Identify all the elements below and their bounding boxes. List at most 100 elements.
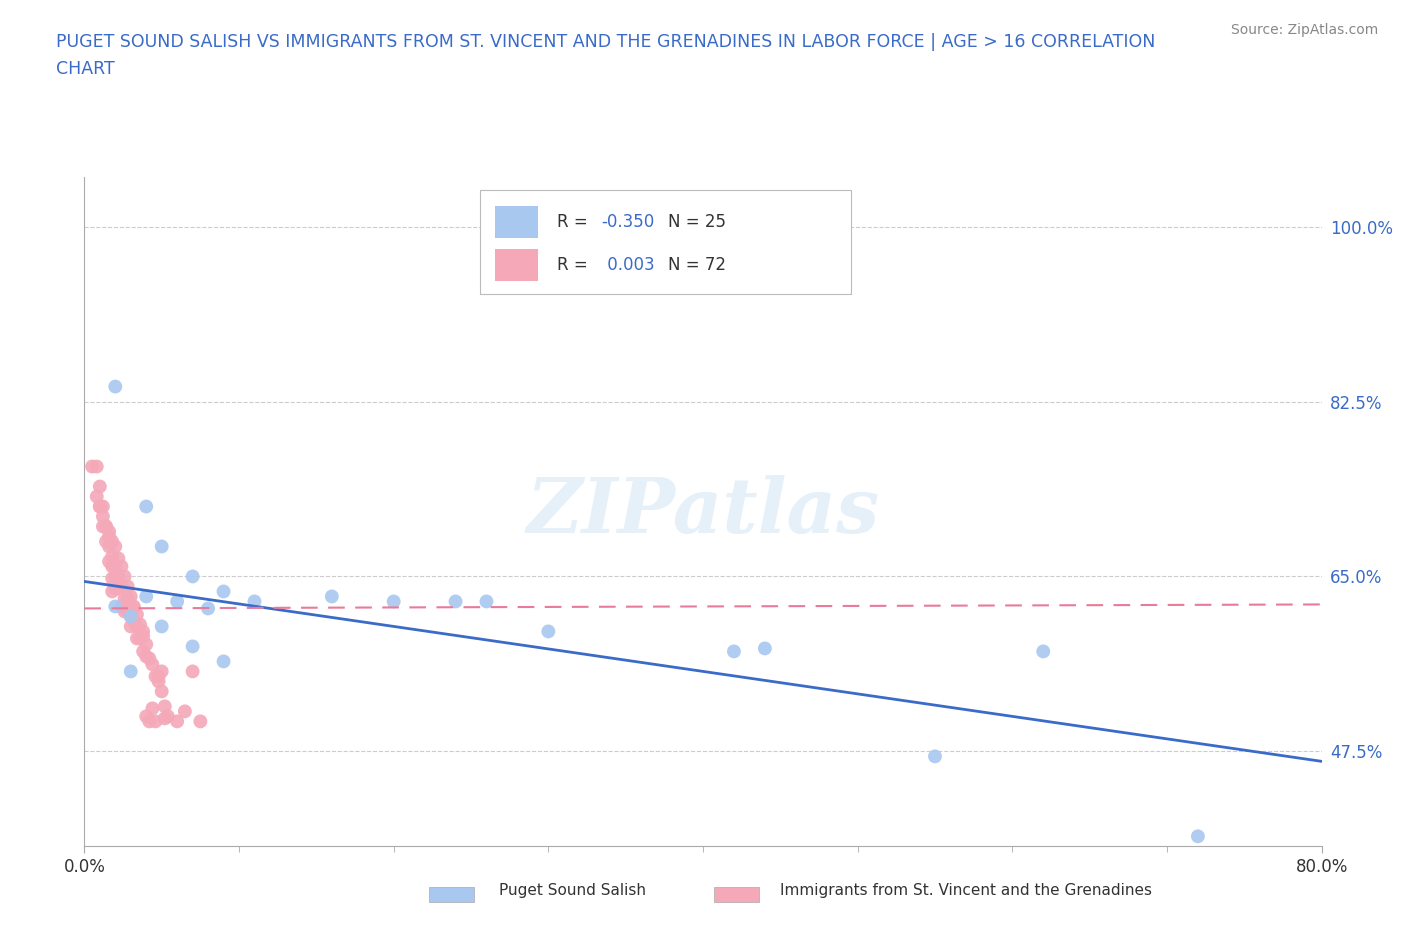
Point xyxy=(104,379,127,394)
Point xyxy=(129,617,152,631)
Point xyxy=(120,619,142,634)
Point xyxy=(153,699,176,714)
Point xyxy=(94,519,117,534)
Point xyxy=(120,664,142,679)
Point xyxy=(120,599,142,614)
Point xyxy=(107,569,129,584)
Point xyxy=(101,571,124,586)
Point xyxy=(321,589,343,604)
Point xyxy=(122,614,145,629)
Point xyxy=(141,657,163,671)
Text: R =: R = xyxy=(557,213,593,232)
Text: 0.003: 0.003 xyxy=(602,256,654,274)
Point xyxy=(723,644,745,658)
Point xyxy=(91,509,114,524)
Point xyxy=(94,534,117,549)
Point xyxy=(129,631,152,645)
Point xyxy=(91,499,114,514)
Point xyxy=(91,519,114,534)
Point xyxy=(98,554,121,569)
Point xyxy=(98,529,121,544)
Point xyxy=(120,589,142,604)
Point xyxy=(444,594,467,609)
Point xyxy=(125,631,148,645)
Point xyxy=(125,619,148,634)
Point xyxy=(86,459,108,474)
Point xyxy=(135,589,157,604)
Point xyxy=(181,639,204,654)
Text: ZIPatlas: ZIPatlas xyxy=(526,474,880,549)
Point xyxy=(148,674,170,689)
Point xyxy=(101,549,124,564)
Point xyxy=(114,604,136,618)
Point xyxy=(122,599,145,614)
Point xyxy=(104,539,127,554)
Point xyxy=(475,594,498,609)
Point xyxy=(174,704,197,719)
Text: R =: R = xyxy=(557,256,593,274)
Point xyxy=(156,709,179,724)
Point xyxy=(150,684,173,698)
Point xyxy=(150,619,173,634)
Point xyxy=(1032,644,1054,658)
Point xyxy=(120,609,142,624)
Point xyxy=(86,489,108,504)
Point xyxy=(101,584,124,599)
Text: PUGET SOUND SALISH VS IMMIGRANTS FROM ST. VINCENT AND THE GRENADINES IN LABOR FO: PUGET SOUND SALISH VS IMMIGRANTS FROM ST… xyxy=(56,33,1156,50)
Point xyxy=(132,644,155,658)
Text: N = 72: N = 72 xyxy=(668,256,727,274)
Point xyxy=(98,524,121,538)
Point xyxy=(150,664,173,679)
Text: CHART: CHART xyxy=(56,60,115,78)
Point xyxy=(166,714,188,729)
Point xyxy=(107,581,129,596)
Point xyxy=(135,499,157,514)
Point xyxy=(82,459,104,474)
Point xyxy=(212,654,235,669)
Point xyxy=(924,749,946,764)
Point xyxy=(212,584,235,599)
Point xyxy=(89,499,111,514)
Point xyxy=(188,714,212,729)
Point xyxy=(138,714,160,729)
Point xyxy=(754,641,776,656)
Text: -0.350: -0.350 xyxy=(602,213,655,232)
Point xyxy=(107,551,129,566)
Point xyxy=(243,594,266,609)
Point xyxy=(104,559,127,574)
Point xyxy=(89,479,111,494)
Point xyxy=(104,581,127,596)
Point xyxy=(110,579,132,594)
Point xyxy=(125,607,148,622)
Point xyxy=(181,664,204,679)
Point xyxy=(181,569,204,584)
FancyBboxPatch shape xyxy=(495,249,538,281)
Point xyxy=(382,594,405,609)
Point xyxy=(135,637,157,652)
Point xyxy=(122,601,145,616)
Point xyxy=(98,539,121,554)
Point xyxy=(132,624,155,639)
Point xyxy=(117,579,139,594)
Point xyxy=(150,539,173,554)
Point xyxy=(141,701,163,716)
Text: Immigrants from St. Vincent and the Grenadines: Immigrants from St. Vincent and the Gren… xyxy=(780,883,1153,897)
Point xyxy=(153,711,176,725)
Point xyxy=(101,534,124,549)
Text: Puget Sound Salish: Puget Sound Salish xyxy=(499,883,647,897)
Point xyxy=(138,651,160,666)
Point xyxy=(145,714,167,729)
FancyBboxPatch shape xyxy=(495,206,538,238)
Point xyxy=(117,591,139,605)
Point xyxy=(104,569,127,584)
Point xyxy=(101,559,124,574)
Point xyxy=(114,569,136,584)
Point xyxy=(166,594,188,609)
Point xyxy=(197,601,219,616)
Point xyxy=(1187,829,1209,844)
Point xyxy=(132,629,155,644)
Point xyxy=(114,591,136,605)
Text: N = 25: N = 25 xyxy=(668,213,727,232)
Point xyxy=(537,624,560,639)
Point xyxy=(120,609,142,624)
